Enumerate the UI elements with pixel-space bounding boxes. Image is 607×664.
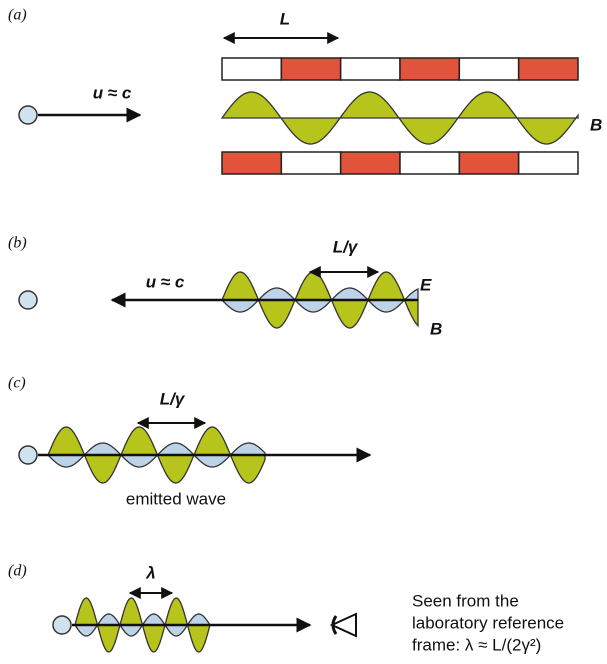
magnet-row [222, 152, 578, 174]
panel-label: (d) [8, 563, 27, 580]
electron [19, 291, 37, 309]
caption-line: frame: λ ≈ L/(2γ²) [412, 635, 541, 654]
field-label: B [590, 115, 602, 134]
eye [332, 614, 356, 636]
length-label: L/γ [160, 389, 186, 408]
caption: emitted wave [126, 489, 226, 508]
magnet [459, 152, 518, 174]
magnet [281, 58, 340, 80]
speed-label: u ≈ c [93, 83, 132, 102]
speed-label: u ≈ c [146, 272, 185, 291]
panel-label: (c) [8, 375, 26, 392]
panel-label: (b) [8, 235, 27, 252]
magnet-row [222, 58, 578, 80]
length-label: L [280, 9, 290, 28]
diagram: (a) L B u ≈ c (b) u ≈ c L/γ E B (c) L/γ … [0, 0, 607, 664]
length-label: λ [145, 563, 155, 582]
electron [53, 616, 71, 634]
magnet [341, 152, 400, 174]
magnet [459, 58, 518, 80]
magnet [400, 152, 459, 174]
magnet [222, 152, 281, 174]
magnet [281, 152, 340, 174]
panel-label: (a) [8, 7, 27, 24]
electron [19, 446, 37, 464]
caption-line: laboratory reference [412, 613, 564, 632]
magnet [400, 58, 459, 80]
field-label: B [430, 319, 442, 338]
magnet [341, 58, 400, 80]
magnet [519, 58, 578, 80]
length-label: L/γ [333, 237, 359, 256]
magnet [519, 152, 578, 174]
caption-line: Seen from the [412, 591, 519, 610]
magnet [222, 58, 281, 80]
electron [19, 106, 37, 124]
magnetic-field-wave [222, 92, 578, 144]
wave-fill [222, 92, 578, 144]
field-label: E [420, 275, 432, 294]
